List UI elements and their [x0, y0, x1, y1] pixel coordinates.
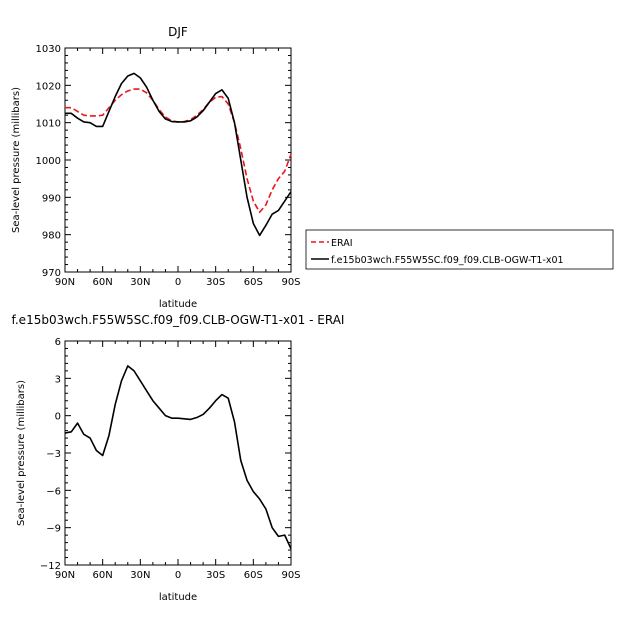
x-tick-label: 90N — [55, 570, 75, 581]
x-tick-label: 30N — [130, 277, 150, 288]
legend-label-model: f.e15b03wch.F55W5SC.f09_f09.CLB-OGW-T1-x… — [331, 255, 564, 266]
bottom-series — [64, 365, 292, 550]
bottom-y-axis-label: Sea-level pressure (millibars) — [16, 380, 27, 526]
y-tick-label: −9 — [46, 524, 61, 535]
y-tick-label: 1020 — [36, 81, 61, 92]
series-line-1 — [65, 72, 292, 237]
x-tick-label: 0 — [175, 277, 181, 288]
y-tick-label: −3 — [46, 449, 61, 460]
y-tick-label: 0 — [55, 412, 61, 423]
x-tick-label: 60S — [244, 277, 263, 288]
top-x-axis-label: latitude — [159, 299, 197, 310]
x-tick-label: 90S — [281, 277, 300, 288]
bottom-ticks: 90N 60N 30N 0 30S 60S 90S −12 −9 −6 −3 0 3 6 — [40, 337, 301, 581]
y-tick-label: 970 — [42, 268, 61, 279]
top-y-axis-label: Sea-level pressure (millibars) — [11, 87, 22, 233]
legend-label-erai: ERAI — [331, 238, 353, 249]
x-tick-label: 30S — [206, 570, 225, 581]
bottom-x-axis-label: latitude — [159, 592, 197, 603]
top-series — [65, 72, 292, 237]
y-tick-label: 1030 — [36, 44, 61, 55]
series-line-0 — [64, 365, 292, 550]
y-tick-label: 1000 — [36, 156, 61, 167]
x-tick-label: 90N — [55, 277, 75, 288]
series-line-0 — [65, 88, 292, 214]
x-tick-label: 30N — [130, 570, 150, 581]
top-chart-title: DJF — [168, 25, 188, 39]
y-tick-label: 980 — [42, 231, 61, 242]
x-tick-label: 30S — [206, 277, 225, 288]
legend: ERAI f.e15b03wch.F55W5SC.f09_f09.CLB-OGW… — [305, 229, 614, 270]
y-tick-label: −6 — [46, 486, 61, 497]
y-tick-label: 3 — [55, 374, 61, 385]
bottom-chart-title: f.e15b03wch.F55W5SC.f09_f09.CLB-OGW-T1-x… — [12, 313, 345, 327]
y-tick-label: 1010 — [36, 119, 61, 130]
x-tick-label: 60N — [93, 277, 113, 288]
x-tick-label: 0 — [175, 570, 181, 581]
top-plot-frame — [64, 47, 292, 273]
y-tick-label: −12 — [40, 561, 61, 572]
bottom-chart: f.e15b03wch.F55W5SC.f09_f09.CLB-OGW-T1-x… — [12, 313, 345, 603]
top-ticks: 90N 60N 30N 0 30S 60S 90S 970 980 990 1000 1010 1020… — [36, 44, 301, 288]
y-tick-label: 6 — [55, 337, 61, 348]
top-chart: DJF 90N 60N 30N 0 30S 60S 90S 970 980 990 1000 1010… — [11, 25, 301, 310]
legend-box — [305, 229, 614, 270]
y-tick-label: 990 — [42, 193, 61, 204]
x-tick-label: 90S — [281, 570, 300, 581]
x-tick-label: 60N — [93, 570, 113, 581]
x-tick-label: 60S — [244, 570, 263, 581]
